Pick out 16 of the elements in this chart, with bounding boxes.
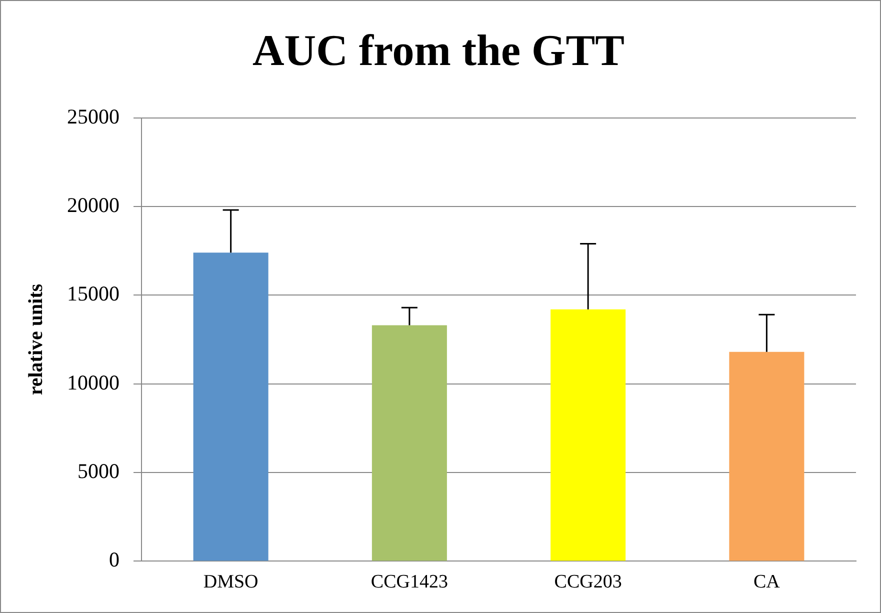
- y-tick-label: 15000: [67, 282, 120, 306]
- y-tick-label: 20000: [67, 192, 120, 217]
- bar: [729, 352, 804, 561]
- y-tick-label: 5000: [78, 459, 120, 484]
- x-tick-label: CCG203: [554, 572, 622, 593]
- chart-title: AUC from the GTT: [252, 26, 624, 75]
- y-axis-title: relative units: [25, 284, 48, 396]
- y-tick-label: 10000: [67, 370, 120, 394]
- x-tick-label: CCG1423: [370, 572, 448, 593]
- y-tick-label: 0: [109, 548, 120, 572]
- y-tick-label: 25000: [67, 104, 120, 128]
- x-tick-label: CA: [753, 572, 780, 593]
- bar: [372, 325, 447, 561]
- bar: [550, 309, 626, 561]
- x-tick-label: DMSO: [203, 572, 258, 593]
- bar: [193, 252, 268, 561]
